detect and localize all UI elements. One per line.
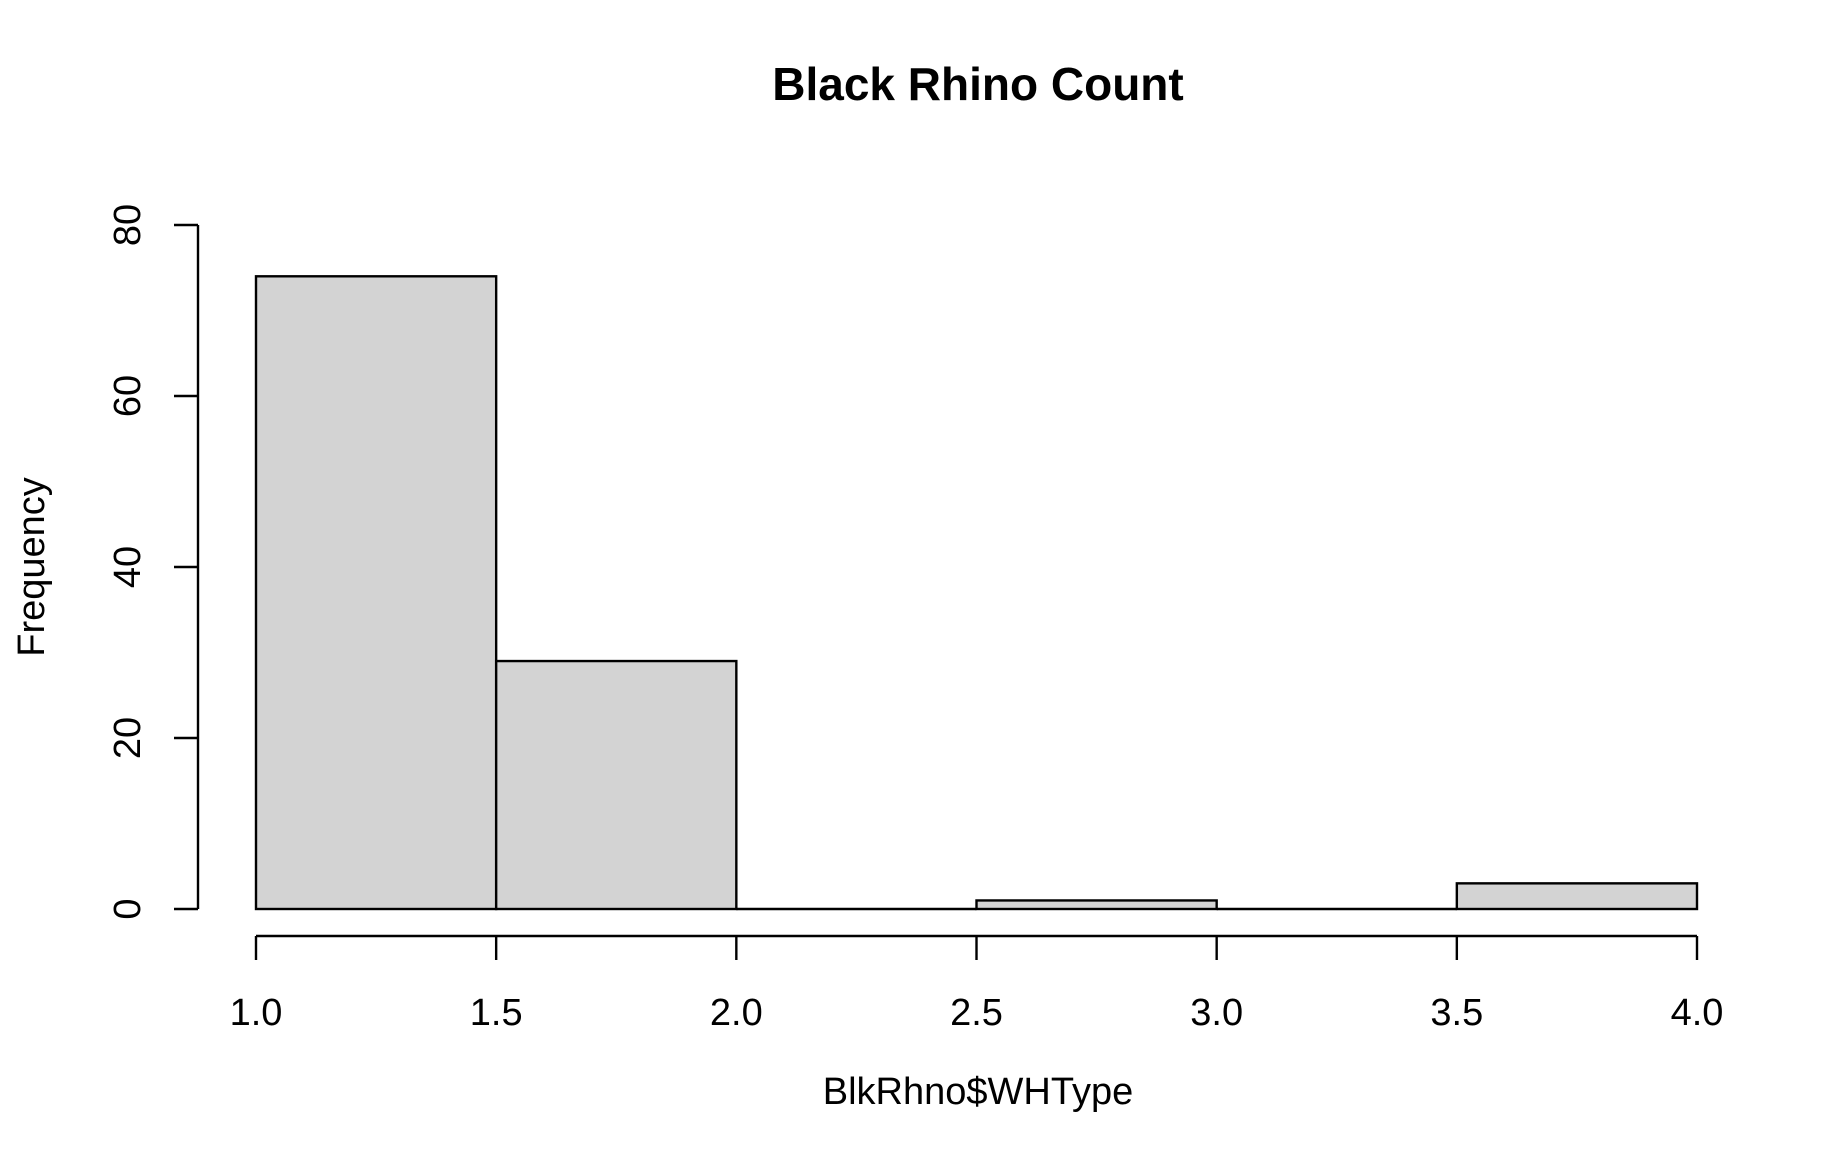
x-tick-label: 3.0 <box>1190 992 1243 1034</box>
y-tick-label: 80 <box>107 204 149 246</box>
x-tick-label: 2.5 <box>950 992 1003 1034</box>
histogram-bar-1 <box>254 275 498 911</box>
y-tick-label: 0 <box>107 898 149 919</box>
y-tick-label: 60 <box>107 375 149 417</box>
x-axis: 1.0 1.5 2.0 2.5 3.0 3.5 4.0 <box>230 934 1724 1034</box>
histogram-bar-2 <box>494 659 738 911</box>
chart-title: Black Rhino Count <box>772 58 1183 110</box>
histogram-bar-4 <box>975 899 1218 911</box>
x-tick-label: 3.5 <box>1430 992 1483 1034</box>
histogram-bar-6 <box>1455 882 1699 911</box>
y-tick-label: 40 <box>107 546 149 588</box>
y-axis-label: Frequency <box>11 477 53 657</box>
y-tick-label: 20 <box>107 717 149 759</box>
x-tick-label: 4.0 <box>1671 992 1724 1034</box>
x-tick-label: 1.5 <box>470 992 523 1034</box>
x-tick-label: 2.0 <box>710 992 763 1034</box>
bars-group <box>254 275 1699 911</box>
y-axis: 0 20 40 60 80 <box>107 204 200 920</box>
x-axis-label: BlkRhno$WHType <box>823 1071 1133 1113</box>
x-tick-label: 1.0 <box>230 992 283 1034</box>
